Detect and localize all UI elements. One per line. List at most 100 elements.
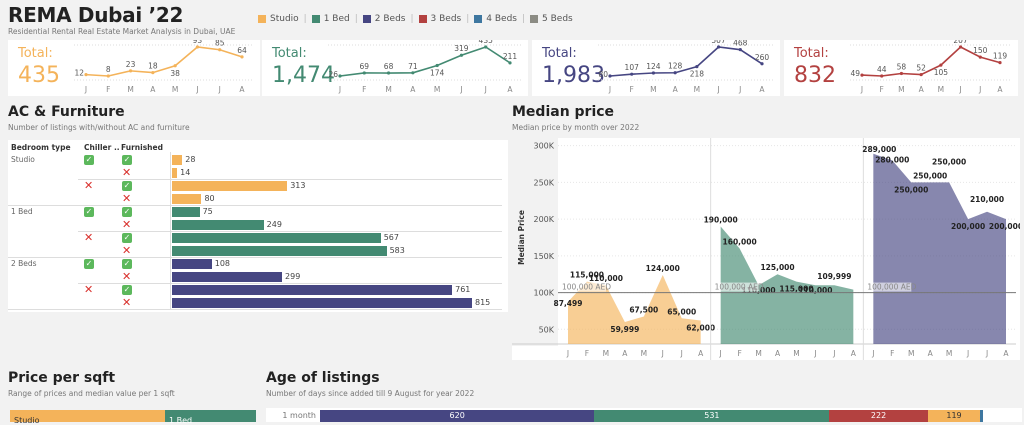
legend-item-3-beds[interactable]: 3 Beds (418, 14, 461, 24)
sparkline-point[interactable] (173, 64, 177, 68)
price-sqft-bar-studio[interactable]: Studio (10, 410, 165, 425)
ac-furniture-bar[interactable] (172, 233, 381, 243)
sparkline-month-tick: J (608, 85, 611, 94)
sparkline-point[interactable] (362, 71, 366, 75)
sparkline-point[interactable] (760, 62, 764, 66)
ac-furniture-value: 75 (202, 207, 213, 216)
sparkline-point[interactable] (738, 48, 742, 52)
age-segment-1-bed[interactable]: 531 (594, 410, 830, 422)
sparkline-point[interactable] (240, 55, 244, 59)
data-label: 200,000 (951, 222, 985, 231)
sparkline-point[interactable] (338, 74, 342, 78)
sparkline-label: 211 (503, 52, 518, 61)
ac-furniture-bar[interactable] (172, 220, 264, 230)
sparkline-point[interactable] (939, 63, 943, 67)
kpi-card-studio: Total: 435 12 J 8 F 23 M 18 A 38 M 93 J 85 J 64 A (8, 40, 260, 96)
check-icon: ✓ (122, 285, 132, 295)
ac-furniture-bar[interactable] (172, 155, 183, 165)
age-segment-4-beds[interactable] (980, 410, 983, 422)
ac-furniture-bar[interactable] (172, 259, 212, 269)
legend-separator: | (410, 14, 414, 24)
check-icon: ✓ (122, 207, 132, 217)
sparkline-point[interactable] (695, 65, 699, 69)
ac-furniture-bar[interactable] (172, 168, 178, 178)
sparkline-month-tick: J (195, 85, 198, 94)
kpi-total-label: Total: (542, 46, 577, 61)
sparkline-point[interactable] (128, 69, 133, 73)
sparkline-point[interactable] (651, 71, 656, 75)
age-segment-value: 119 (946, 411, 962, 420)
sparkline-month-tick: J (459, 85, 462, 94)
sparkline-point[interactable] (860, 73, 864, 77)
x-tick-label: F (890, 349, 894, 358)
sparkline-label: 174 (430, 69, 445, 78)
age-segment-studio[interactable]: 119 (927, 410, 981, 422)
age-segment-3-beds[interactable]: 222 (829, 410, 928, 422)
cross-icon: ✕ (122, 218, 132, 231)
cross-icon: ✕ (122, 270, 132, 283)
area-1-bed[interactable] (720, 226, 854, 344)
ac-furniture-value: 80 (204, 194, 215, 203)
sparkline-point[interactable] (958, 45, 963, 49)
sparkline-point[interactable] (978, 55, 982, 59)
sparkline-label: 68 (384, 62, 394, 71)
ac-furniture-bar[interactable] (172, 246, 387, 256)
sparkline-label: 124 (646, 62, 661, 71)
sparkline-point[interactable] (218, 48, 222, 52)
legend-item-2-beds[interactable]: 2 Beds (362, 14, 405, 24)
sparkline-point[interactable] (411, 71, 415, 75)
bedroom-type-label: 1 Bed (11, 207, 33, 216)
age-segment-2-beds[interactable]: 620 (320, 410, 595, 422)
row-divider (78, 283, 502, 284)
sparkline-point[interactable] (998, 61, 1002, 65)
group-divider (8, 257, 502, 258)
ac-furniture-bar[interactable] (172, 272, 283, 282)
sparkline-label: 58 (897, 63, 907, 72)
sparkline-point[interactable] (716, 45, 721, 49)
sparkline-month-tick: J (978, 85, 981, 94)
sparkline-point[interactable] (435, 63, 439, 68)
sparkline-point[interactable] (84, 73, 88, 77)
data-label: 110,000 (798, 286, 832, 295)
ac-furniture-bar[interactable] (172, 285, 453, 295)
header-chiller[interactable]: Chiller .. (84, 143, 120, 152)
sparkline-point[interactable] (673, 71, 677, 75)
ac-furniture-bar[interactable] (172, 298, 472, 308)
sparkline-point[interactable] (508, 61, 512, 65)
sparkline-point[interactable] (106, 74, 110, 78)
legend-item-5-beds[interactable]: 5 Beds (530, 14, 573, 24)
area-2-beds[interactable] (873, 153, 1006, 344)
sparkline-point[interactable] (459, 53, 464, 57)
header-bedroom-type[interactable]: Bedroom type (11, 143, 71, 152)
cross-icon: ✕ (84, 179, 94, 192)
age-stacked-bar: 620 531 222 119 (320, 410, 983, 422)
legend-item-1-bed[interactable]: 1 Bed (311, 14, 350, 24)
sparkline-point[interactable] (899, 71, 904, 76)
x-tick-label: A (622, 349, 628, 358)
price-sqft-title: Price per sqft (8, 370, 116, 386)
legend-item-studio[interactable]: Studio (258, 14, 299, 24)
sparkline-month-tick: F (630, 85, 634, 94)
sparkline-point[interactable] (880, 74, 884, 78)
sparkline-label: 507 (711, 40, 726, 45)
median-price-chart-panel: 50K 100K 150K 200K 250K 300K Median Price J F M A M… (512, 138, 1023, 360)
price-sqft-bar-1bed[interactable]: 1 Bed (165, 410, 256, 425)
sparkline-point[interactable] (919, 72, 923, 77)
sparkline-month-tick: F (362, 85, 366, 94)
sparkline-point[interactable] (608, 74, 612, 78)
ac-furniture-bar[interactable] (172, 194, 202, 204)
sparkline-point[interactable] (151, 70, 155, 75)
sparkline-point[interactable] (630, 72, 634, 76)
sparkline-point[interactable] (386, 71, 391, 75)
legend-item-4-beds[interactable]: 4 Beds (474, 14, 517, 24)
ac-furniture-value: 14 (180, 168, 191, 177)
sparkline-month-tick: J (716, 85, 719, 94)
ac-furniture-value: 108 (214, 259, 231, 268)
header-furnished[interactable]: Furnished (121, 143, 163, 152)
ac-furniture-bar[interactable] (172, 207, 200, 217)
sparkline-point[interactable] (484, 45, 488, 49)
legend-separator: | (303, 14, 307, 24)
sparkline-point[interactable] (195, 45, 200, 49)
ac-furniture-bar[interactable] (172, 181, 288, 191)
